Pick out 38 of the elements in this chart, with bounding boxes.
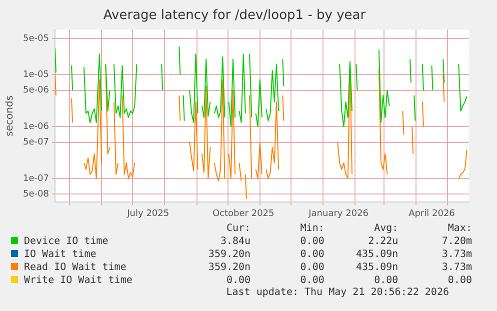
x-tick-label: October 2025 <box>212 208 274 219</box>
legend-label: Read IO Wait time <box>23 261 128 274</box>
y-tick-label: 1e-05 <box>22 70 49 80</box>
text: 0.00 <box>446 274 473 287</box>
text: 0.00 <box>299 248 326 261</box>
text: Avg: <box>373 222 400 235</box>
text: 0.00 <box>299 235 326 248</box>
text: 2.22u <box>367 235 400 248</box>
y-axis-title: seconds <box>4 95 16 136</box>
y-tick-label: 5e-07 <box>22 138 49 148</box>
legend-label: Device IO time <box>23 235 110 248</box>
x-tick-label: April 2026 <box>408 208 456 219</box>
legend-label: IO Wait time <box>23 248 98 261</box>
text: 7.20m <box>440 235 473 248</box>
legend-label: Write IO Wait time <box>23 274 134 287</box>
y-tick-label: 5e-08 <box>22 190 50 200</box>
text: 359.20n <box>207 261 252 274</box>
text: 3.84u <box>219 235 252 248</box>
text: 0.00 <box>299 261 326 274</box>
text: Max: <box>446 222 473 235</box>
y-tick-label: 1e-06 <box>22 122 50 132</box>
chart-title: Average latency for /dev/loop1 - by year <box>103 8 366 24</box>
y-tick-label: 1e-07 <box>22 174 49 184</box>
y-tick-label: 5e-06 <box>22 86 50 96</box>
text: Min: <box>299 222 326 235</box>
text: 0.00 <box>373 274 400 287</box>
text: 3.73m <box>440 248 473 261</box>
text: 435.09n <box>355 261 400 274</box>
x-tick-label: January 2026 <box>308 208 369 219</box>
text: 0.00 <box>299 274 326 287</box>
text: Last update: Thu May 21 20:56:22 2026 <box>225 287 450 298</box>
x-tick-label: July 2025 <box>126 208 170 219</box>
text: Cur: <box>225 222 252 235</box>
text: 435.09n <box>355 248 400 261</box>
y-tick-label: 5e-05 <box>22 34 49 44</box>
text: 0.00 <box>225 274 252 287</box>
text: 359.20n <box>207 248 252 261</box>
text: 3.73m <box>440 261 473 274</box>
